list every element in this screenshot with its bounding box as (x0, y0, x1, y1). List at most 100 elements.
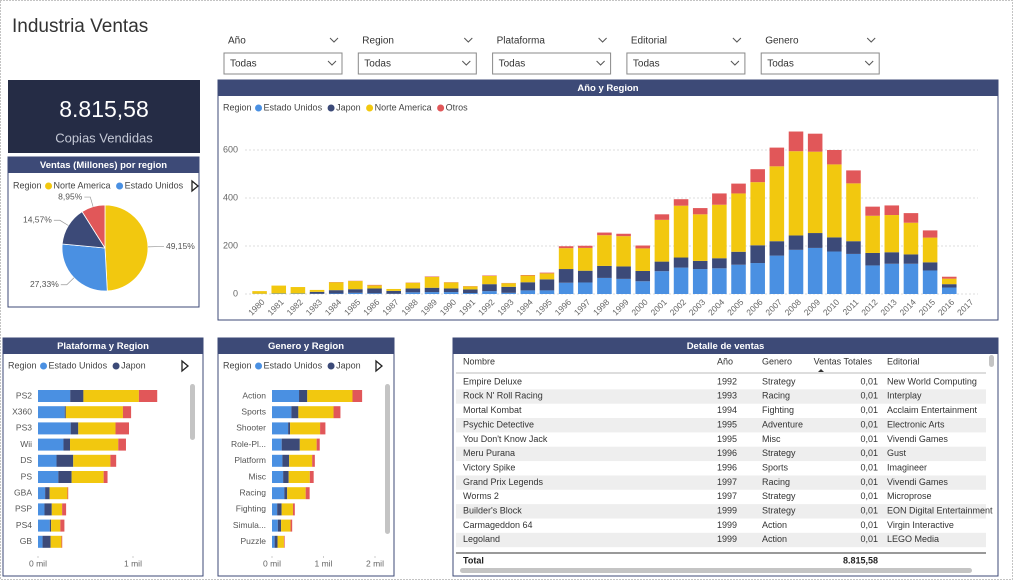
table-cell: Empire Deluxe (463, 376, 522, 386)
bar-segment (309, 289, 325, 292)
bar-segment (635, 281, 651, 294)
data-label: 27,33% (30, 279, 59, 289)
table-cell: 0,01 (860, 477, 878, 487)
bar-segment (827, 237, 842, 252)
bar-segment (38, 503, 45, 516)
chevron[interactable] (598, 37, 607, 43)
legend-title: Region (223, 102, 252, 112)
bar-segment (70, 390, 84, 402)
y-tick-label: GB (20, 536, 33, 546)
bar-segment (463, 289, 478, 294)
chevron[interactable] (732, 37, 742, 43)
v-scrollbar[interactable] (989, 355, 994, 367)
chevron[interactable] (864, 60, 874, 66)
bar-segment (769, 241, 785, 256)
table-cell: Rock N' Roll Racing (463, 391, 543, 401)
bar-segment (750, 263, 765, 294)
legend-marker (112, 362, 120, 370)
bar-segment (846, 253, 861, 294)
bar-segment (865, 215, 880, 253)
bar-segment (283, 535, 285, 548)
chevron[interactable] (327, 60, 337, 66)
slicer-dropdown[interactable] (357, 52, 477, 75)
slicer-dropdown[interactable] (626, 52, 746, 75)
bar-segment (463, 286, 478, 290)
table-cell: 0,01 (860, 520, 878, 530)
bar-segment (654, 214, 670, 220)
total-band (456, 553, 986, 568)
bar-segment (367, 293, 382, 294)
chevron[interactable] (596, 60, 605, 66)
bar-segment (289, 454, 313, 467)
table-cell: Imagineer (887, 462, 927, 472)
x-tick-label: 0 mil (263, 558, 281, 568)
h-scrollbar[interactable] (460, 568, 972, 573)
bar-segment (424, 287, 440, 293)
slicer-label: Plataforma (497, 36, 546, 47)
legend-marker (40, 362, 48, 370)
slicer-label: Genero (765, 36, 799, 47)
x-tick-label: 1 mil (124, 558, 142, 568)
slicer-dropdown[interactable] (760, 52, 880, 75)
legend-next[interactable] (375, 359, 384, 373)
y-tick-label: Action (242, 390, 266, 400)
table-cell: Legoland (463, 534, 500, 544)
bar-segment (616, 278, 631, 294)
table-cell: 0,01 (860, 448, 878, 458)
bar-segment (56, 454, 74, 467)
bar-segment (49, 519, 52, 532)
table-cell: 1994 (717, 405, 737, 415)
legend-next[interactable] (191, 179, 200, 193)
bar-segment (288, 471, 310, 483)
y-tick-label: Role-Pl... (231, 439, 266, 449)
bar-segment (63, 438, 71, 451)
slicer-dropdown[interactable] (492, 52, 612, 75)
table-cell: Microprose (887, 491, 932, 501)
bar-segment (312, 454, 315, 467)
bar-segment (788, 151, 804, 236)
bar-segment (49, 487, 68, 500)
chevron[interactable] (866, 37, 876, 43)
sort-indicator[interactable] (818, 369, 824, 372)
table-cell: Interplay (887, 391, 922, 401)
table-cell: Strategy (762, 376, 796, 386)
pie-slice (104, 204, 149, 292)
bar-segment (281, 519, 291, 532)
bar-segment (597, 235, 612, 266)
y-tick-label: Racing (240, 487, 267, 497)
column-header: Año (717, 356, 733, 366)
data-label: 14,57% (23, 215, 52, 225)
scrollbar[interactable] (190, 384, 195, 440)
scrollbar[interactable] (385, 384, 390, 534)
table-row-band (456, 418, 986, 433)
table-row-band (456, 475, 986, 490)
bar-segment (71, 471, 104, 483)
bar-segment (64, 406, 66, 419)
slicer-value: Todas (230, 59, 257, 70)
table-cell: Racing (762, 391, 790, 401)
slicer-label: Region (362, 36, 394, 47)
bar-segment (482, 291, 497, 294)
chevron[interactable] (730, 60, 740, 66)
slicer-dropdown[interactable] (223, 52, 343, 75)
bar-segment (348, 289, 363, 293)
bar-segment (865, 252, 880, 266)
panel-header (3, 338, 203, 354)
chevron[interactable] (463, 37, 473, 43)
table-cell: Gust (887, 448, 907, 458)
chevron[interactable] (329, 37, 339, 43)
slicer-label: Editorial (631, 36, 667, 47)
bar-segment (692, 260, 708, 270)
bar-segment (827, 251, 842, 294)
bar-segment (673, 267, 689, 294)
slicer-value: Todas (364, 59, 391, 70)
table-cell: 0,01 (860, 405, 878, 415)
bar-segment (635, 245, 651, 249)
bar-segment (73, 454, 111, 467)
legend-next[interactable] (181, 359, 190, 373)
bar-segment (577, 245, 593, 248)
y-tick-label: Simula... (233, 520, 266, 530)
chevron[interactable] (461, 60, 471, 66)
table-cell: Strategy (762, 448, 796, 458)
